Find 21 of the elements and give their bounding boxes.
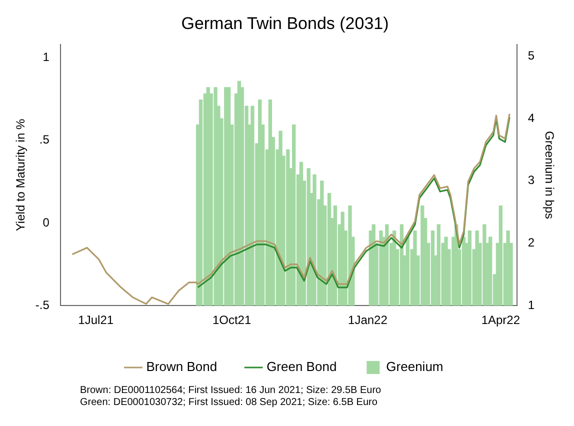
text: Green: DE0001030732; First Issued: 08 Sep 2021; Size: 6.5B Euro xyxy=(80,397,378,409)
y-tick-label: 0 xyxy=(42,215,50,230)
y-tick-label: 1 xyxy=(42,50,50,64)
x-tick-label: 1Jul21 xyxy=(78,313,114,328)
y2-axis-title: Greenium in bps xyxy=(542,130,556,220)
y2-tick-label: 5 xyxy=(528,48,535,63)
y-axis-title: Yield to Maturity in % xyxy=(14,118,28,232)
y2-tick-label: 2 xyxy=(528,236,535,250)
y2-tick-label: 3 xyxy=(528,173,535,188)
legend-label: Brown Bond xyxy=(146,359,218,374)
text: Brown: DE0001102564; First Issued: 16 Jun 2021; Size: 29.5B Euro xyxy=(80,385,382,397)
x-tick-label: 1Oct21 xyxy=(212,313,252,328)
x-tick-label: 1Apr22 xyxy=(481,313,520,328)
legend-label: Greenium xyxy=(386,359,444,374)
y-tick-label: -.5 xyxy=(35,298,50,312)
chart-title: German Twin Bonds (2031) xyxy=(181,14,389,33)
legend-label: Green Bond xyxy=(266,359,337,374)
y2-tick-label: 4 xyxy=(528,110,535,125)
x-tick-label: 1Jan22 xyxy=(348,313,388,328)
y-tick-label: .5 xyxy=(39,132,50,147)
y2-tick-label: 1 xyxy=(528,298,535,312)
